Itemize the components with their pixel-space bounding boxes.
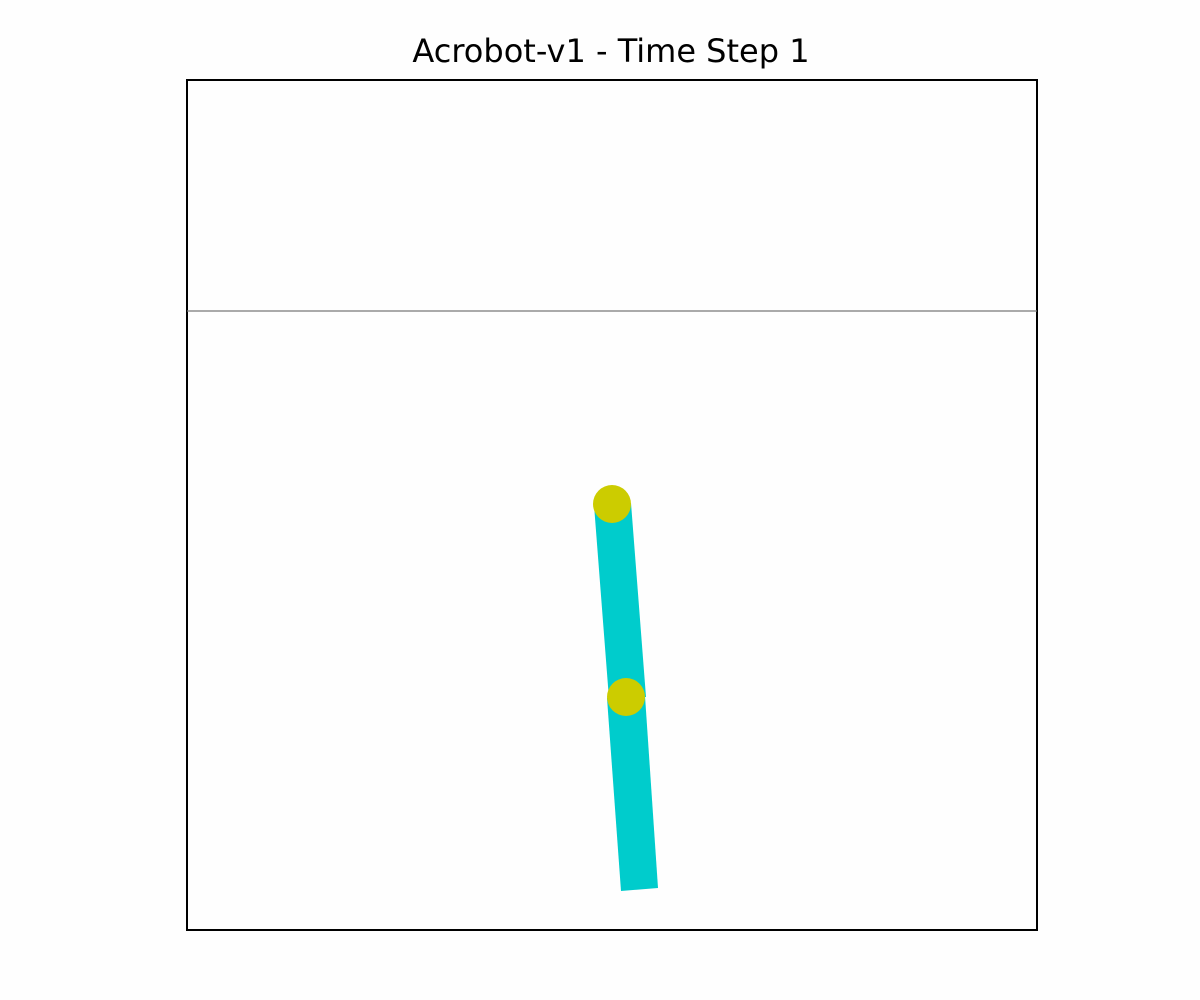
acrobot-link-lower (607, 696, 658, 891)
elbow-joint (607, 678, 645, 716)
page-title: Acrobot-v1 - Time Step 1 (412, 32, 810, 70)
pivot-joint (593, 485, 631, 523)
acrobot-link-upper (594, 503, 646, 699)
